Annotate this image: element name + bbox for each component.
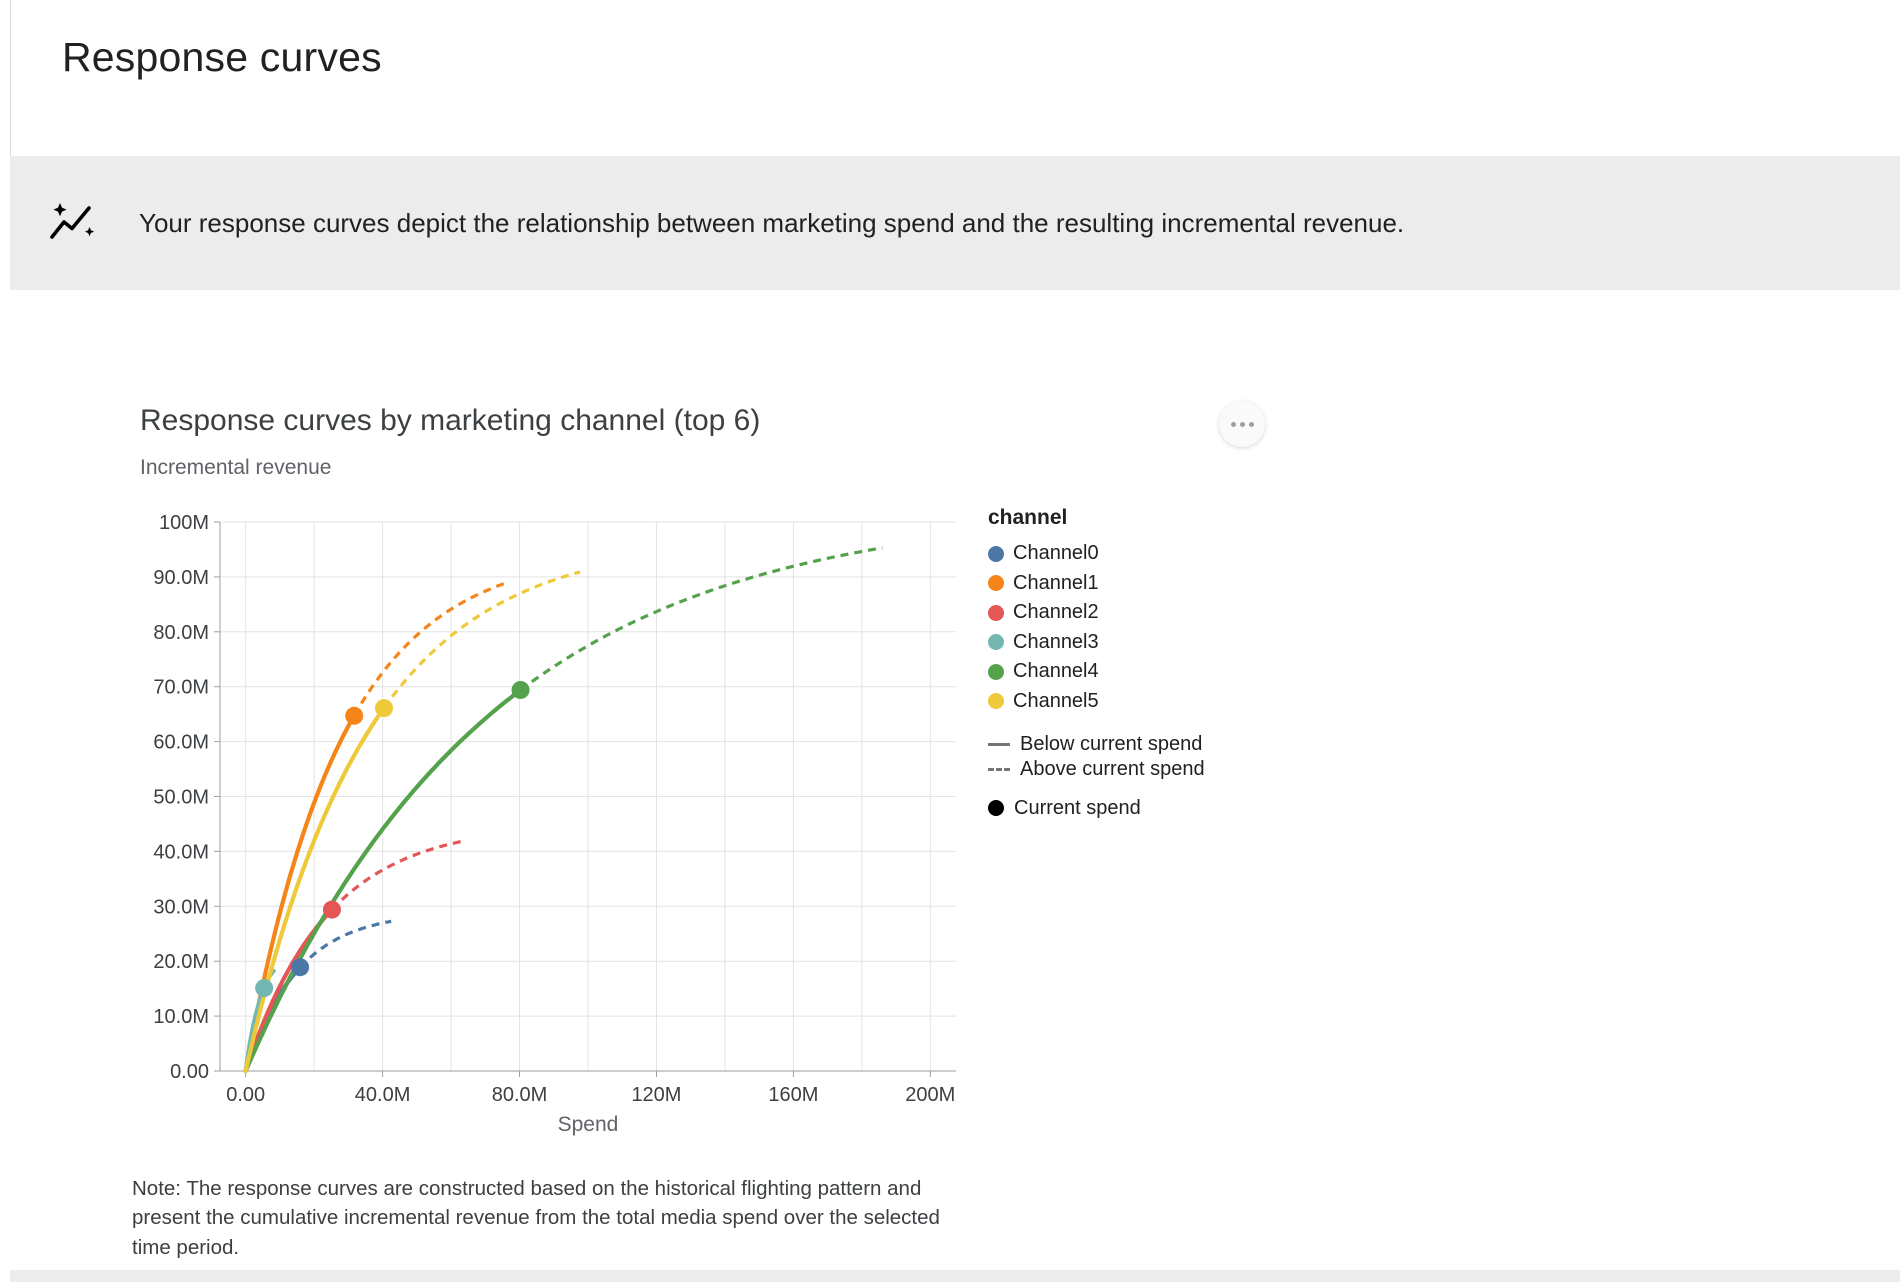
legend-item-label: Channel1: [1013, 571, 1099, 594]
y-tick-label: 100M: [159, 512, 209, 534]
legend-color-swatch: [988, 693, 1004, 710]
x-tick-label: 120M: [631, 1084, 681, 1106]
legend-item-label: Above current spend: [1020, 758, 1205, 780]
banner-text: Your response curves depict the relation…: [139, 207, 1405, 238]
curve-above-channel1: [352, 580, 510, 717]
legend-item-label: Channel2: [1013, 601, 1099, 624]
legend-color-swatch: [988, 663, 1004, 680]
curve-below-channel5: [243, 705, 387, 1074]
curve-below-channel4: [243, 687, 523, 1074]
current-spend-marker-channel5: [374, 699, 393, 718]
legend-color-swatch: [988, 604, 1004, 621]
legend-header: channel: [988, 506, 1068, 529]
legend-item-channel2: Channel2: [988, 598, 1205, 628]
curve-above-channel0: [298, 919, 392, 969]
legend-item-label: Channel0: [1013, 542, 1099, 565]
y-tick-label: 30.0M: [153, 896, 209, 918]
current-spend-marker-channel1: [345, 706, 364, 725]
legend-color-swatch: [988, 545, 1004, 562]
y-axis-title: Incremental revenue: [140, 456, 332, 479]
current-spend-marker-channel2: [322, 900, 341, 919]
solid-line-icon: [988, 743, 1010, 746]
x-tick-label: 40.0M: [355, 1084, 411, 1106]
insights-icon: [50, 203, 95, 239]
y-tick-label: 90.0M: [153, 567, 209, 589]
more-options-icon: [1239, 421, 1245, 427]
page-title: Response curves: [62, 34, 382, 80]
legend-item-label: Channel5: [1013, 689, 1099, 712]
legend-item-label: Channel4: [1013, 660, 1099, 683]
legend-spacer: [988, 716, 1205, 732]
chart-title: Response curves by marketing channel (to…: [140, 404, 761, 437]
x-tick-label: 160M: [768, 1084, 818, 1106]
legend-color-swatch: [988, 634, 1004, 651]
y-tick-label: 10.0M: [153, 1006, 209, 1028]
legend-item-above-current-spend: Above current spend: [988, 757, 1205, 782]
more-options-icon: [1248, 421, 1254, 427]
dashed-line-icon: [988, 768, 1010, 771]
legend-item-channel1: Channel1: [988, 569, 1205, 599]
current-spend-marker-channel4: [511, 680, 530, 699]
curve-above-channel5: [382, 570, 581, 709]
next-section-edge: [10, 1270, 1900, 1282]
y-tick-label: 50.0M: [153, 787, 209, 809]
x-tick-label: 200M: [905, 1084, 955, 1106]
legend-item-channel0: Channel0: [988, 539, 1205, 569]
current-spend-marker-channel0: [291, 958, 310, 977]
y-tick-label: 20.0M: [153, 951, 209, 973]
y-tick-label: 0.00: [170, 1061, 209, 1083]
left-edge-divider: [10, 0, 11, 156]
x-tick-label: 0.00: [226, 1084, 265, 1106]
more-options-button[interactable]: [1219, 401, 1265, 447]
curve-above-channel4: [519, 546, 883, 692]
chart-footnote: Note: The response curves are constructe…: [132, 1177, 940, 1259]
y-tick-label: 80.0M: [153, 622, 209, 644]
legend-item-channel5: Channel5: [988, 687, 1205, 717]
filled-circle-icon: [988, 800, 1004, 816]
y-tick-label: 40.0M: [153, 841, 209, 863]
legend-item-current-spend: Current spend: [988, 794, 1205, 822]
legend-item-label: Channel3: [1013, 630, 1099, 653]
legend-item-channel4: Channel4: [988, 657, 1205, 687]
legend-color-swatch: [988, 575, 1004, 592]
legend-channel-items: Channel0 Channel1 Channel2 Channel3 Channel4…: [988, 539, 1205, 716]
response-curves-chart: 0.00 10.0M 20.0M 30.0M 40.0M 50.0M 60.0M 70.0M 8…: [153, 512, 956, 1136]
info-banner: Your response curves depict the relation…: [10, 156, 1900, 290]
x-tick-label: 80.0M: [492, 1084, 548, 1106]
legend-item-channel3: Channel3: [988, 628, 1205, 658]
x-axis-title: Spend: [558, 1113, 619, 1136]
y-tick-label: 60.0M: [153, 732, 209, 754]
current-spend-marker-channel3: [255, 979, 274, 998]
legend-item-below-current-spend: Below current spend: [988, 732, 1205, 757]
y-tick-label: 70.0M: [153, 677, 209, 699]
legend-item-label: Current spend: [1014, 796, 1141, 819]
chart-legend: channel Channel0 Channel1 Channel2 Channel3…: [988, 506, 1205, 822]
legend-item-label: Below current spend: [1020, 733, 1203, 755]
curve-above-channel2: [330, 839, 462, 911]
more-options-icon: [1230, 421, 1236, 427]
